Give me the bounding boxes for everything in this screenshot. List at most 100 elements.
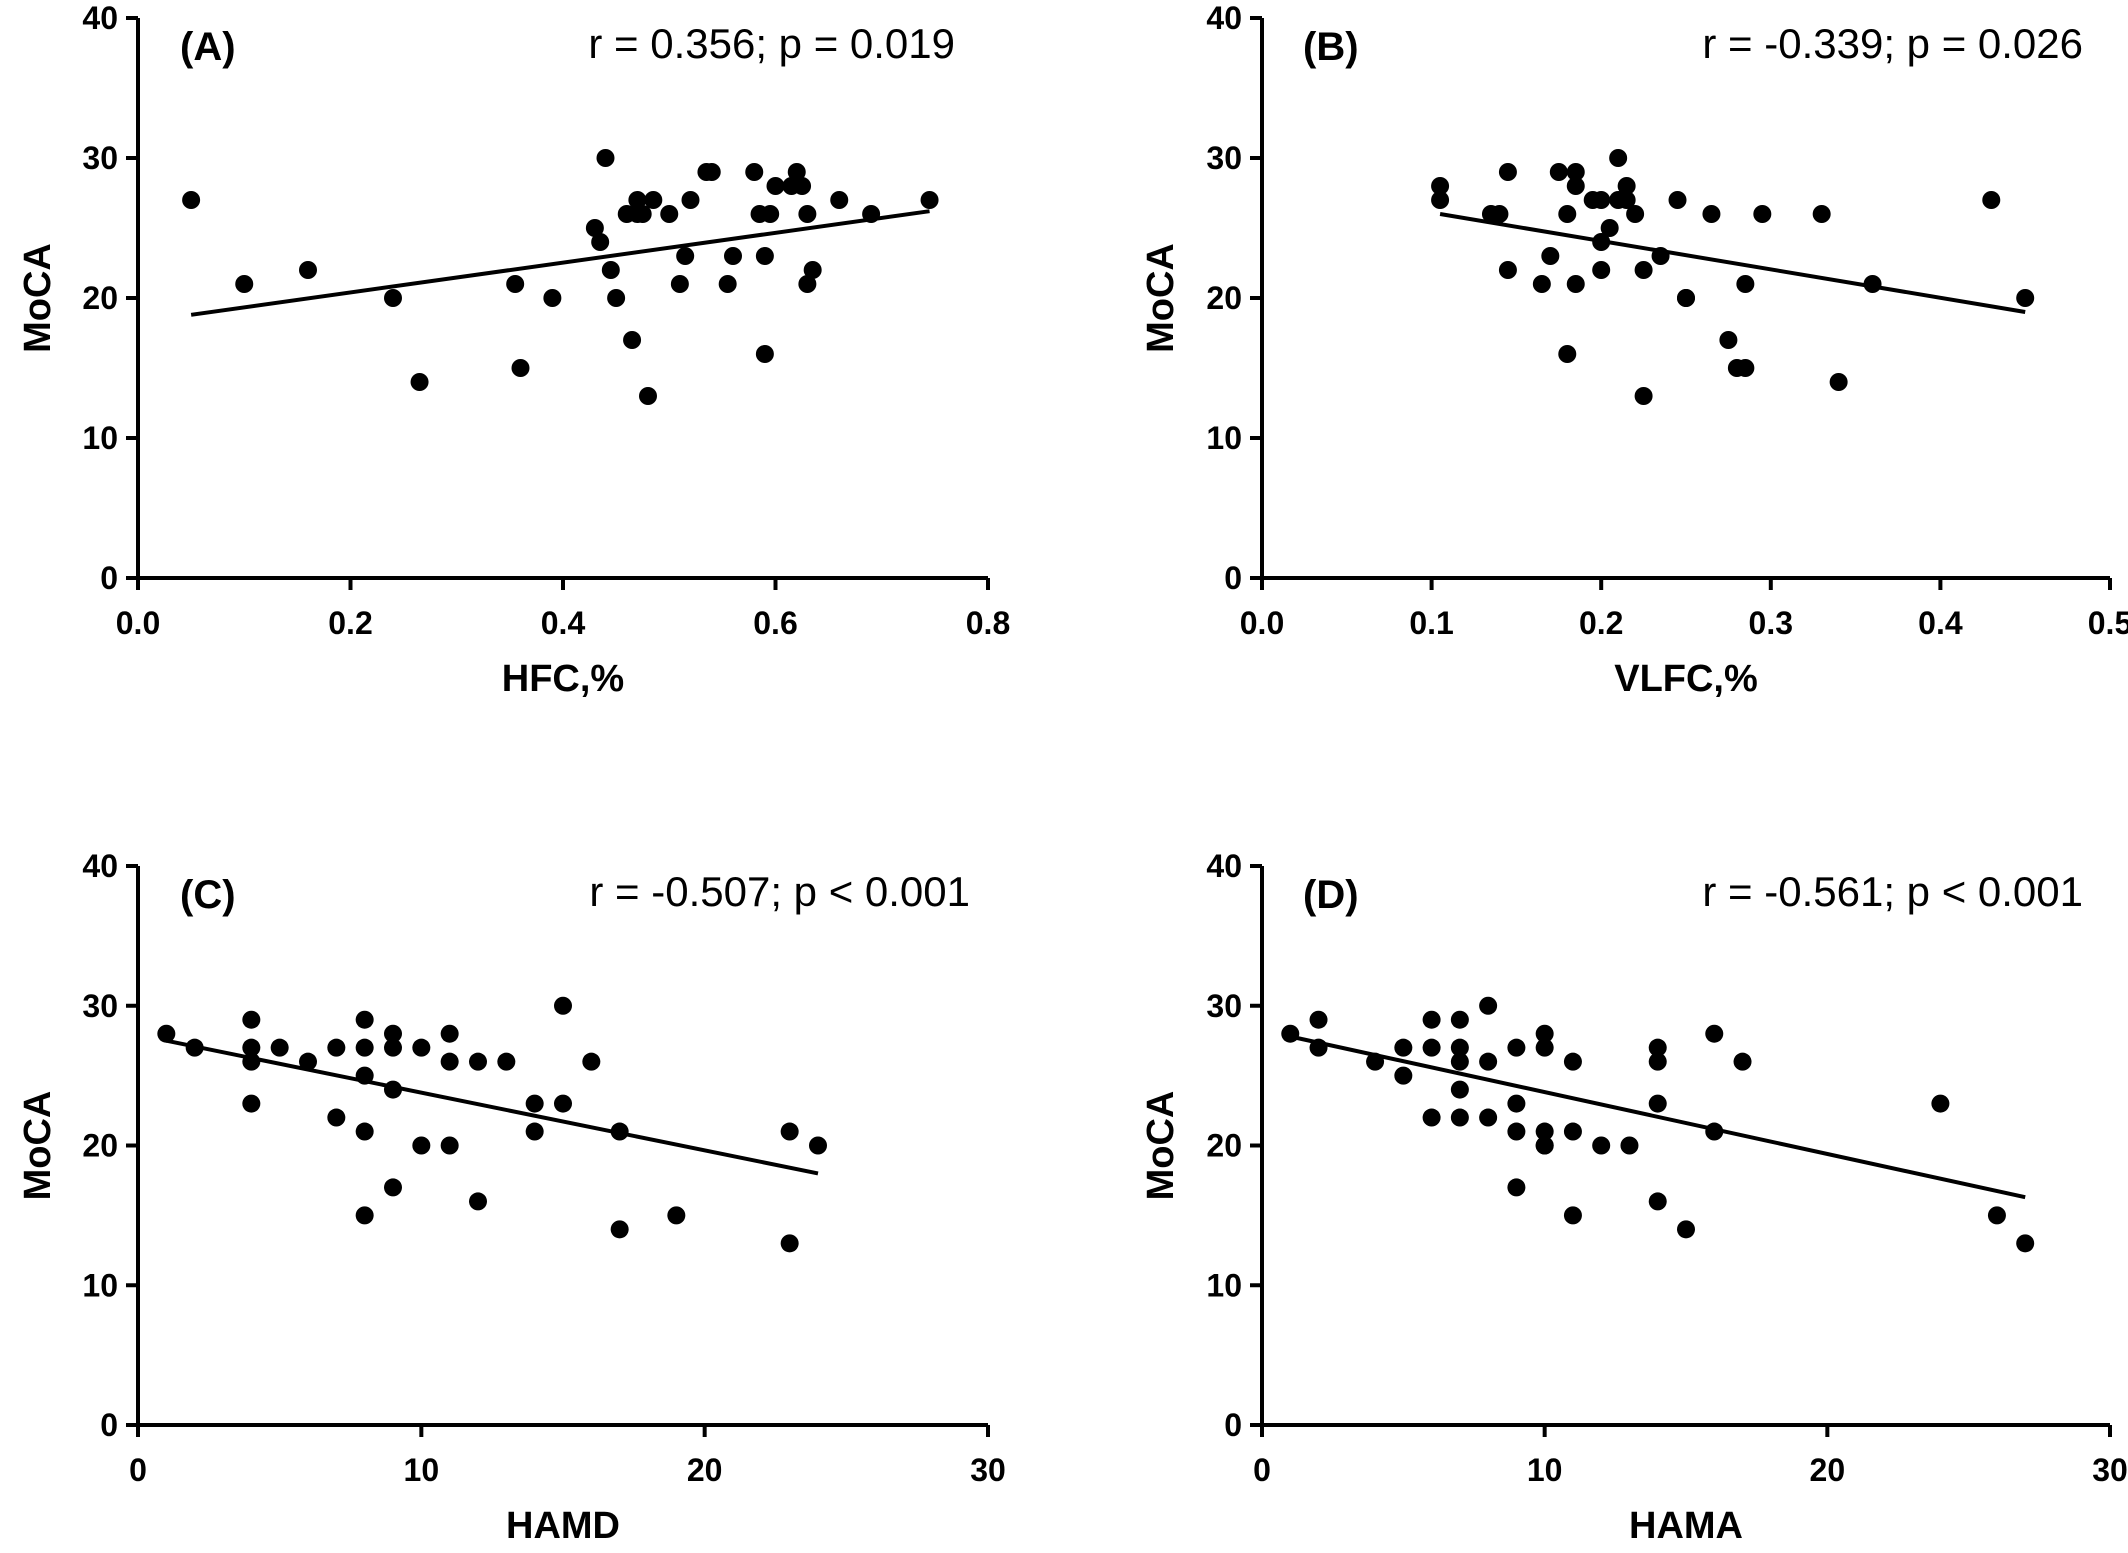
data-point <box>1648 1094 1667 1113</box>
data-point <box>681 191 700 209</box>
y-tick-label: 20 <box>82 1128 118 1164</box>
stat-annotation: r = 0.356; p = 0.019 <box>588 20 955 67</box>
x-tick-label: 10 <box>1527 1452 1563 1488</box>
y-tick-label: 30 <box>82 140 118 176</box>
stat-annotation: r = -0.507; p < 0.001 <box>589 868 970 915</box>
data-point <box>1422 1038 1441 1057</box>
x-tick-label: 20 <box>687 1452 723 1488</box>
y-tick-label: 0 <box>1224 560 1242 596</box>
x-tick-label: 0.0 <box>116 605 160 641</box>
chart-panel-2: 0 10 20 30 40 0.0 0.1 0.2 0.3 0.4 0.5 VLFC,% MoCA (B)… <box>1140 0 2128 700</box>
data-point <box>610 1122 629 1141</box>
x-tick-label: 0 <box>1253 1452 1271 1488</box>
y-axis-title: MoCA <box>17 1091 59 1201</box>
data-point <box>440 1024 459 1043</box>
x-axis-title: VLFC,% <box>1614 658 1758 700</box>
data-point <box>2016 1234 2035 1253</box>
data-point <box>327 1038 346 1057</box>
data-point <box>787 163 806 181</box>
data-point <box>1982 191 2001 209</box>
regression-line <box>190 209 930 317</box>
data-point <box>1592 191 1611 209</box>
panel-label: (A) <box>180 25 236 69</box>
data-point <box>660 205 679 223</box>
y-tick-label: 20 <box>1206 280 1242 316</box>
data-point <box>554 1094 572 1113</box>
data-point <box>355 1066 374 1085</box>
x-tick-label: 0 <box>129 1452 147 1488</box>
data-point <box>702 163 721 181</box>
data-point <box>242 1010 261 1029</box>
data-point <box>1366 1052 1385 1071</box>
data-point <box>506 275 525 293</box>
data-point <box>623 331 642 349</box>
data-point <box>1479 1052 1498 1071</box>
data-point <box>1498 163 1517 181</box>
data-point <box>1648 1052 1667 1071</box>
data-point <box>497 1052 516 1071</box>
data-point <box>639 387 657 405</box>
data-point <box>469 1052 487 1071</box>
data-point <box>1507 1178 1526 1197</box>
data-point <box>327 1108 346 1127</box>
data-point <box>920 191 939 209</box>
data-point <box>798 275 817 293</box>
data-point <box>1705 1024 1724 1043</box>
data-point <box>410 373 429 391</box>
panel-label: (D) <box>1303 873 1359 917</box>
x-tick-label: 0.0 <box>1240 605 1284 641</box>
data-point <box>299 261 317 279</box>
x-tick-label: 0.1 <box>1409 605 1453 641</box>
data-point <box>157 1024 176 1043</box>
data-point <box>1736 359 1755 377</box>
data-point <box>1617 177 1636 195</box>
data-point <box>1812 205 1831 223</box>
data-point <box>1490 205 1509 223</box>
y-tick-label: 30 <box>1206 140 1242 176</box>
y-axis-title: MoCA <box>1140 243 1182 353</box>
data-point <box>1558 205 1577 223</box>
data-point <box>1535 1038 1554 1057</box>
data-point <box>745 163 764 181</box>
data-point <box>1719 331 1738 349</box>
data-point <box>1479 1108 1498 1127</box>
data-point <box>724 247 742 265</box>
data-point <box>793 177 812 195</box>
x-axis-title: HAMA <box>1629 1505 1743 1547</box>
stat-annotation: r = -0.339; p = 0.026 <box>1702 20 2083 67</box>
data-point <box>1931 1094 1950 1113</box>
data-point <box>601 261 620 279</box>
y-tick-label: 10 <box>1206 1267 1242 1303</box>
x-axis-title: HFC,% <box>502 658 624 700</box>
data-point <box>1651 247 1670 265</box>
data-point <box>384 1024 402 1043</box>
panel-label: (C) <box>180 873 236 917</box>
chart-panel-1: 0 10 20 30 40 0.0 0.2 0.4 0.6 0.8 HFC,% MoCA (A) r = … <box>17 0 1010 700</box>
data-point <box>355 1122 374 1141</box>
data-point <box>412 1136 431 1155</box>
data-point <box>1549 163 1568 181</box>
data-point <box>780 1234 799 1253</box>
chart-panel-4: 0 10 20 30 40 0 10 20 30 HAMA MoCA (D) r = -0.561; p… <box>1140 848 2128 1547</box>
regression-line <box>1289 1034 2026 1200</box>
data-point <box>1309 1038 1328 1057</box>
data-point <box>554 996 572 1015</box>
data-point <box>1677 289 1695 307</box>
data-point <box>761 205 780 223</box>
data-point <box>235 275 254 293</box>
data-point <box>440 1052 459 1071</box>
y-tick-label: 0 <box>100 1407 118 1443</box>
data-point <box>182 191 201 209</box>
x-tick-label: 0.6 <box>753 605 797 641</box>
data-point <box>440 1136 459 1155</box>
y-tick-label: 40 <box>82 0 118 36</box>
x-tick-label: 0.2 <box>1579 605 1623 641</box>
data-point <box>1563 1052 1582 1071</box>
x-tick-label: 0.4 <box>1918 605 1963 641</box>
data-point <box>242 1038 261 1057</box>
data-point <box>543 289 562 307</box>
x-tick-label: 0.4 <box>541 605 586 641</box>
x-tick-label: 30 <box>2092 1452 2128 1488</box>
data-point <box>798 205 817 223</box>
y-tick-label: 40 <box>1206 848 1242 884</box>
